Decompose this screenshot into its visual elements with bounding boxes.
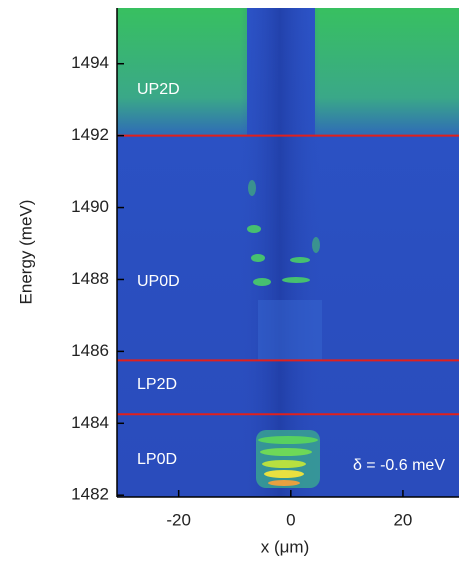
- y-tick-label: 1490: [71, 197, 109, 216]
- y-axis-label: Energy (meV): [16, 200, 35, 305]
- x-tick-label: 20: [393, 510, 412, 529]
- plot-area: [117, 8, 459, 497]
- y-tick-label: 1484: [71, 413, 109, 432]
- lp0d-modes: [256, 430, 320, 488]
- annotation: LP0D: [137, 451, 177, 468]
- y-tick-label: 1494: [71, 53, 109, 72]
- center-stripe: [240, 8, 320, 497]
- up0d-modes: [247, 180, 320, 286]
- annotation: LP2D: [137, 376, 177, 393]
- y-tick-label: 1488: [71, 269, 109, 288]
- annotation: δ = -0.6 meV: [353, 457, 445, 474]
- emission-right: [315, 8, 459, 136]
- glow: [258, 300, 322, 360]
- x-tick-label: 0: [286, 510, 295, 529]
- annotation: UP0D: [137, 273, 180, 290]
- x-tick-label: -20: [166, 510, 191, 529]
- y-tick-label: 1486: [71, 341, 109, 360]
- y-tick-label: 1482: [71, 485, 109, 504]
- annotation: UP2D: [137, 81, 180, 98]
- emission-left: [117, 8, 247, 136]
- y-tick-label: 1492: [71, 125, 109, 144]
- x-axis-label: x (μm): [261, 537, 310, 556]
